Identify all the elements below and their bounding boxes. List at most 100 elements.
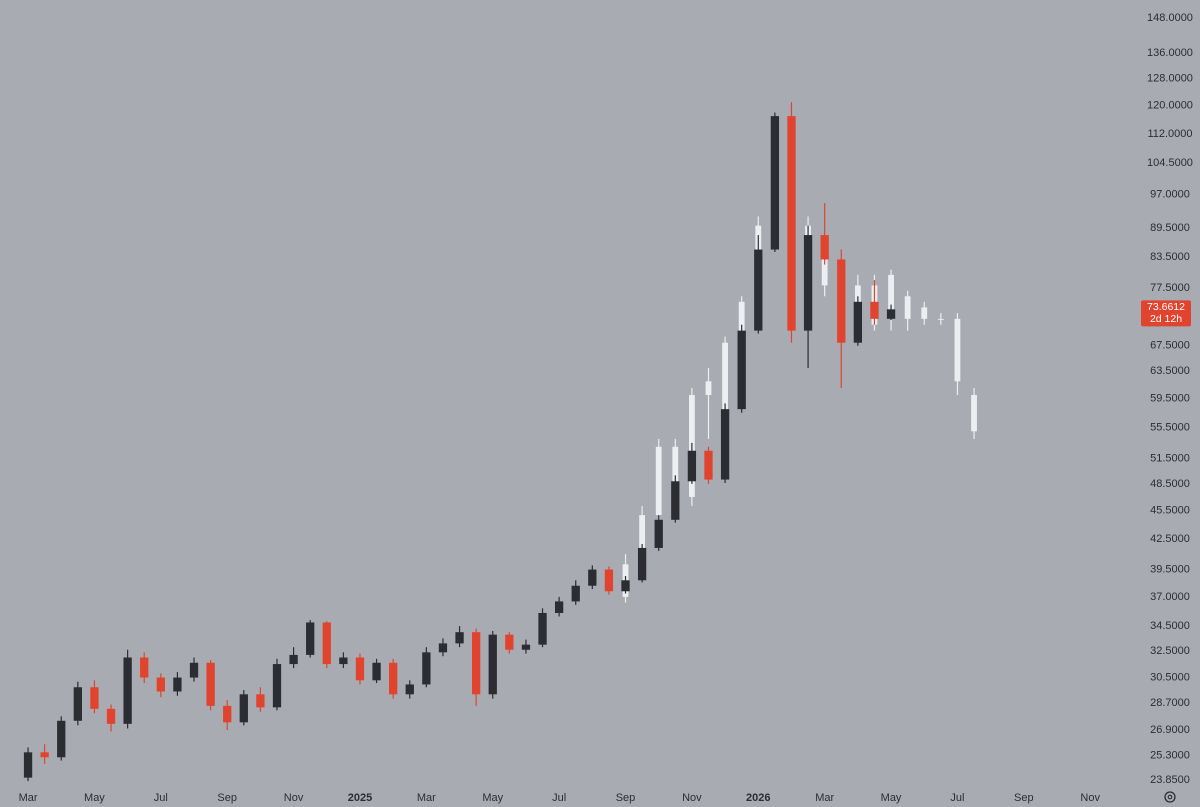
candle-body <box>705 381 712 395</box>
x-tick-label: Sep <box>217 792 237 804</box>
candle-body <box>256 694 265 708</box>
candle-body <box>488 634 497 695</box>
y-tick-label: 97.0000 <box>1150 188 1190 200</box>
candle-body <box>770 116 780 250</box>
y-tick-label: 63.5000 <box>1150 365 1190 377</box>
candle-body <box>954 318 961 382</box>
candle-body <box>837 259 846 343</box>
x-tick-label: Jul <box>552 792 566 804</box>
candle-layer <box>23 102 896 782</box>
candle-body <box>355 657 365 681</box>
candle-body <box>322 622 331 665</box>
candle-body <box>538 612 547 645</box>
x-tick-label: Sep <box>1014 792 1034 804</box>
y-tick-label: 55.5000 <box>1150 421 1190 433</box>
x-tick-label: May <box>881 792 902 804</box>
y-tick-label: 51.5000 <box>1150 453 1190 465</box>
y-tick-label: 32.5000 <box>1150 645 1190 657</box>
candle-body <box>737 330 746 410</box>
candle-body <box>521 644 531 650</box>
candle-body <box>422 652 431 685</box>
candle-body <box>571 585 580 602</box>
y-tick-label: 45.5000 <box>1150 504 1190 516</box>
candle-body <box>505 634 514 650</box>
y-tick-label: 25.3000 <box>1150 750 1190 762</box>
y-tick-label: 120.0000 <box>1147 99 1193 111</box>
x-tick-label: Nov <box>284 792 304 804</box>
candle-body <box>870 301 879 319</box>
y-tick-label: 83.5000 <box>1150 251 1190 263</box>
y-tick-label: 89.5000 <box>1150 222 1190 234</box>
x-tick-label: May <box>482 792 503 804</box>
candle-body <box>888 274 894 319</box>
candle-body <box>189 662 199 678</box>
candle-body <box>754 249 763 331</box>
candle-body <box>722 342 728 424</box>
candle-body <box>206 662 215 706</box>
candle-body <box>853 301 863 343</box>
x-tick-label: Nov <box>682 792 702 804</box>
x-tick-label: May <box>84 792 105 804</box>
y-tick-label: 104.5000 <box>1147 157 1193 169</box>
x-tick-label: Mar <box>19 792 38 804</box>
x-tick-label: Nov <box>1080 792 1100 804</box>
candle-body <box>289 654 298 665</box>
y-tick-label: 23.8500 <box>1150 774 1190 786</box>
candle-body <box>272 664 282 708</box>
last-price-label: 73.6612 <box>1147 301 1185 313</box>
candle-body <box>886 309 896 319</box>
candle-body <box>803 235 813 331</box>
settings-icon-center[interactable] <box>1167 794 1173 800</box>
y-tick-label: 128.0000 <box>1147 72 1193 84</box>
candle-body <box>820 235 829 260</box>
candle-body <box>339 657 348 665</box>
candle-body <box>156 677 165 692</box>
x-tick-label: 2025 <box>348 792 372 804</box>
candle-body <box>554 601 564 613</box>
candle-body <box>57 720 66 758</box>
candle-body <box>821 244 828 286</box>
candle-body <box>704 450 713 480</box>
candle-body <box>588 569 597 586</box>
candle-body <box>471 632 481 695</box>
candle-body <box>937 318 944 320</box>
candle-body <box>173 677 182 692</box>
candle-body <box>921 307 928 319</box>
candle-body <box>372 662 381 681</box>
y-tick-label: 148.0000 <box>1147 12 1193 24</box>
y-tick-label: 34.5000 <box>1150 620 1190 632</box>
candle-body <box>787 116 796 331</box>
y-tick-label: 48.5000 <box>1150 478 1190 490</box>
candle-body <box>621 580 630 592</box>
candle-body <box>904 296 911 319</box>
last-price-box: 73.6612 2d 12h <box>1141 300 1191 327</box>
settings-icon[interactable] <box>1164 791 1176 803</box>
x-tick-label: Mar <box>417 792 436 804</box>
candle-body <box>971 394 977 432</box>
x-tick-label: 2026 <box>746 792 770 804</box>
y-tick-label: 30.5000 <box>1150 671 1190 683</box>
candle-body <box>140 657 149 678</box>
candle-body <box>720 409 730 480</box>
y-tick-label: 37.0000 <box>1150 591 1190 603</box>
countdown-label: 2d 12h <box>1150 313 1182 325</box>
candle-body <box>455 632 464 644</box>
y-tick-label: 28.7000 <box>1150 697 1190 709</box>
candle-body <box>23 752 33 778</box>
last-price-marker <box>1141 300 1191 327</box>
axis-layer: 148.0000 136.0000 128.0000 120.0000 112.0000… <box>19 12 1193 804</box>
candle-body <box>687 450 697 482</box>
candle-body <box>738 301 745 343</box>
settings-button[interactable] <box>1164 791 1176 803</box>
candle-body <box>106 708 116 724</box>
candle-body <box>40 752 49 758</box>
candle-body <box>223 705 232 723</box>
candle-body <box>123 657 132 724</box>
y-tick-label: 39.5000 <box>1150 563 1190 575</box>
y-tick-label: 67.5000 <box>1150 340 1190 352</box>
y-tick-label: 77.5000 <box>1150 282 1190 294</box>
candle-body <box>405 684 414 695</box>
y-tick-label: 59.5000 <box>1150 392 1190 404</box>
candle-body <box>604 569 614 592</box>
